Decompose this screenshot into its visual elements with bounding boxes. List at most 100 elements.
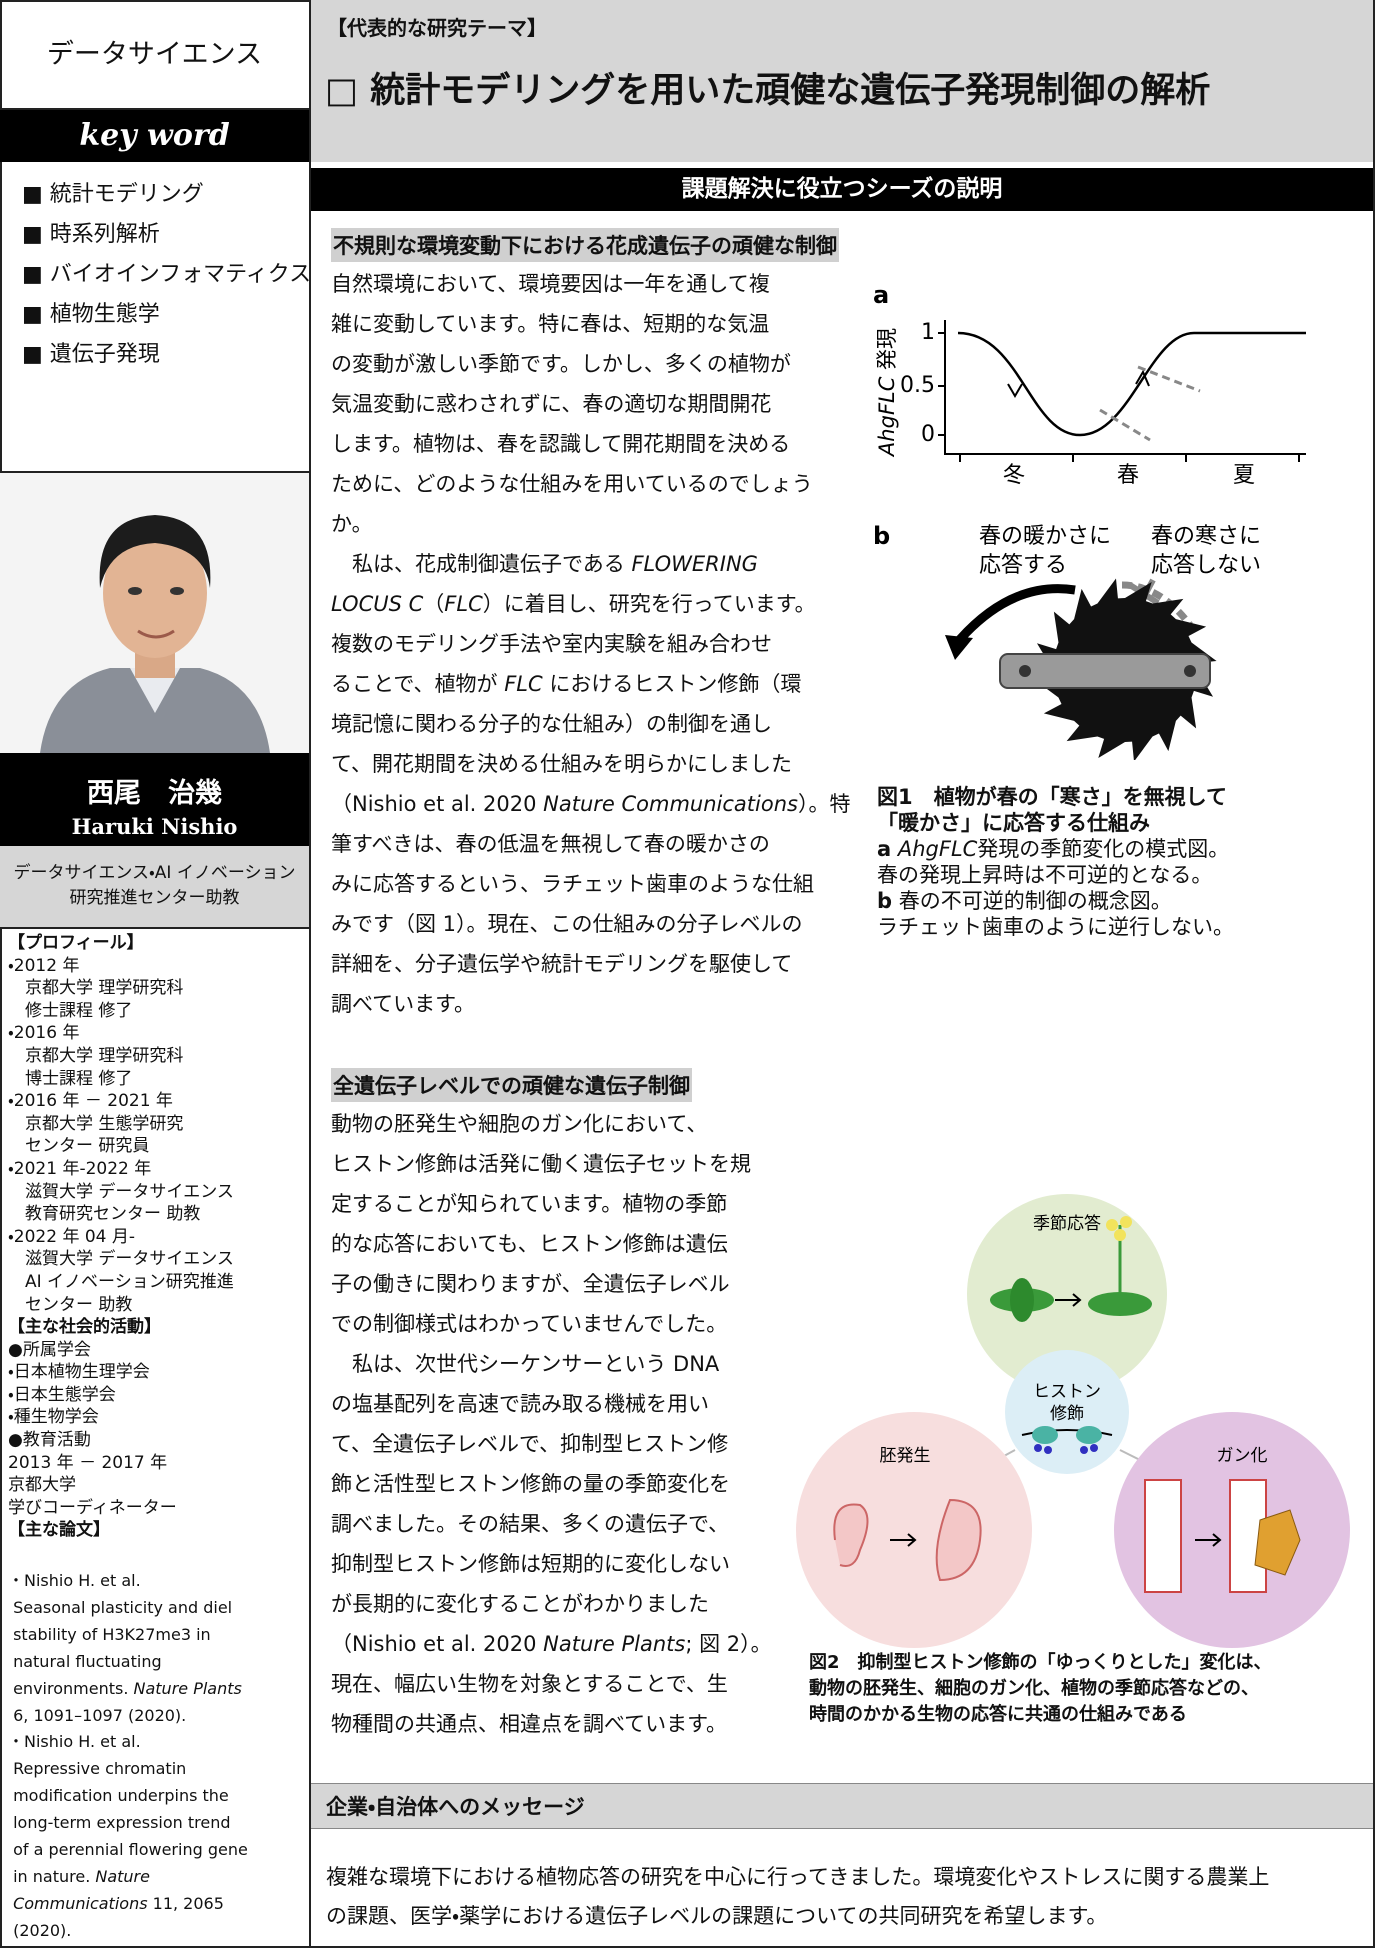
text-line: みに応答するという、ラチェット歯車のような仕組 <box>331 864 850 904</box>
text-line: 自然環境において、環境要因は一年を通して複 <box>331 264 850 304</box>
seasonal-label: 季節応答 <box>1033 1213 1101 1234</box>
text-line: ●教育活動 <box>8 1429 234 1452</box>
text-line: 調べています。 <box>331 984 850 1024</box>
text-line: 時間のかかる生物の応答に共通の仕組みである <box>809 1702 1272 1728</box>
y-title-part: 発現 <box>875 328 899 377</box>
y-tick-label: 0.5 <box>900 373 935 398</box>
text-span: 図1 植物が春の「寒さ」を無視して <box>877 785 1227 809</box>
text-line: ・2016 年 － 2021 年 <box>8 1090 234 1113</box>
keyword: ■ 植物生態学 <box>22 295 311 335</box>
text-span: a <box>877 837 891 861</box>
text-span: ることで、植物が <box>331 672 504 696</box>
keyword: ■ 時系列解析 <box>22 215 311 255</box>
portrait-photo <box>0 473 309 753</box>
text-span: ）に着目し、研究を行っています。 <box>483 592 816 616</box>
text-line: AI イノベーション研究推進 <box>8 1271 234 1294</box>
embryo-label: 胚発生 <box>880 1446 931 1466</box>
text-span: 【主な社会的活動】 <box>8 1317 161 1337</box>
text-span: FLC <box>444 592 482 616</box>
text-line: 【主な社会的活動】 <box>8 1316 234 1339</box>
seeds-bar: 課題解決に役立つシーズの説明 <box>311 168 1373 211</box>
text-line: 私は、次世代シーケンサーという DNA <box>331 1344 772 1384</box>
text-span: 11, 2065 <box>148 1894 224 1913</box>
text-line: 私は、花成制御遺伝子である FLOWERING <box>331 544 850 584</box>
rule <box>0 927 309 929</box>
page: Research seeds { "header": {"label": "【代… <box>0 0 1381 1952</box>
text-line: ヒストン修飾は活発に働く遺伝子セットを規 <box>331 1144 772 1184</box>
text-line: ・日本生態学会 <box>8 1384 234 1407</box>
keyword: ■ 遺伝子発現 <box>22 335 311 375</box>
ratchet-pin <box>1184 665 1196 677</box>
text-line: ることで、植物が FLC におけるヒストン修飾（環 <box>331 664 850 704</box>
text-line: センター 研究員 <box>8 1135 234 1158</box>
y-axis-title: AhgFLC 発現 <box>875 328 899 458</box>
position-line: データサイエンス・AI イノベーション <box>0 861 309 886</box>
text-line: 動物の胚発生や細胞のガン化において、 <box>331 1104 772 1144</box>
field-title: データサイエンス <box>0 0 309 110</box>
panel-b-label: 春の暖かさに <box>979 524 1111 549</box>
text-line: a AhgFLC発現の季節変化の模式図。 <box>877 836 1234 862</box>
text-span: 春の不可逆的制御の概念図。 <box>892 889 1172 913</box>
text-line: 【プロフィール】 <box>8 932 234 955</box>
text-line: の変動が激しい季節です。しかし、多くの植物が <box>331 344 850 384</box>
figure-1: a AhgFLC 発現 1 0.5 0 冬 春 夏 b 春の暖かさに 応答する … <box>860 280 1370 760</box>
text-line: ラチェット歯車のように逆行しない。 <box>877 914 1234 940</box>
y-tick-label: 1 <box>921 320 935 345</box>
panel-b-label: 応答しない <box>1151 553 1261 578</box>
text-line: 雑に変動しています。特に春は、短期的な気温 <box>331 304 850 344</box>
text-line: か。 <box>331 504 850 544</box>
text-line: 定することが知られています。植物の季節 <box>331 1184 772 1224</box>
text-line: Seasonal plasticity and diel <box>8 1595 248 1622</box>
dashed-arrows <box>1100 367 1200 440</box>
text-line: ●所属学会 <box>8 1339 234 1362</box>
text-span: in nature. <box>8 1867 95 1886</box>
panel-label: a <box>873 281 889 309</box>
text-line: ・2012 年 <box>8 955 234 978</box>
text-line: in nature. Nature <box>8 1864 248 1891</box>
ratchet-pin <box>1019 665 1031 677</box>
text-line: 【主な論文】 <box>8 1519 234 1542</box>
text-line: 図1 植物が春の「寒さ」を無視して <box>877 784 1234 810</box>
keyword: ■ バイオインフォマティクス <box>22 255 311 295</box>
text-line: ために、どのような仕組みを用いているのでしょう <box>331 464 850 504</box>
ratchet-arrowhead <box>945 635 973 660</box>
text-line: natural fluctuating <box>8 1649 248 1676</box>
text-line: て、全遺伝子レベルで、抑制型ヒストン修 <box>331 1424 772 1464</box>
text-line: 博士課程 修了 <box>8 1068 234 1091</box>
text-line: 物種間の共通点、相違点を調べています。 <box>331 1704 772 1744</box>
figure-2-caption: 図2 抑制型ヒストン修飾の「ゆっくりとした」変化は、動物の胚発生、細胞のガン化、… <box>809 1650 1272 1728</box>
keyword: ■ 統計モデリング <box>22 175 311 215</box>
text-span: Nature Plants <box>543 1632 685 1656</box>
text-line: 抑制型ヒストン修飾は短期的に変化しない <box>331 1544 772 1584</box>
text-line: LOCUS C（FLC）に着目し、研究を行っています。 <box>331 584 850 624</box>
page-body: データサイエンス key word ■ 統計モデリング ■ 時系列解析 ■ バイ… <box>0 0 1381 1952</box>
text-line: （Nishio et al. 2020 Nature Communication… <box>331 784 850 824</box>
name-en: Haruki Nishio <box>0 814 309 839</box>
text-line: 図2 抑制型ヒストン修飾の「ゆっくりとした」変化は、 <box>809 1650 1272 1676</box>
panel-label: b <box>873 522 890 550</box>
profile: 【プロフィール】・2012 年 京都大学 理学研究科 修士課程 修了・2016 … <box>8 932 234 1542</box>
text-line: て、開花期間を決める仕組みを明らかにしました <box>331 744 850 784</box>
text-line: long-term expression trend <box>8 1810 248 1837</box>
text-line: 滋賀大学 データサイエンス <box>8 1248 234 1271</box>
text-line: （Nishio et al. 2020 Nature Plants; 図 2）。 <box>331 1624 772 1664</box>
text-span: （Nishio et al. 2020 <box>331 1632 543 1656</box>
text-line: 動物の胚発生、細胞のガン化、植物の季節応答などの、 <box>809 1676 1272 1702</box>
y-tick-label: 0 <box>921 422 935 447</box>
text-span: におけるヒストン修飾（環 <box>543 672 802 696</box>
x-tick-label: 春 <box>1117 463 1139 488</box>
keyword-list: ■ 統計モデリング ■ 時系列解析 ■ バイオインフォマティクス ■ 植物生態学… <box>22 175 311 375</box>
text-span: b <box>877 889 892 913</box>
keyword-title: key word <box>0 110 309 162</box>
header-label: 【代表的な研究テーマ】 <box>327 12 547 41</box>
position-line: 研究推進センター助教 <box>0 886 309 911</box>
section-heading: 不規則な環境変動下における花成遺伝子の頑健な制御 <box>331 228 839 262</box>
text-line: 教育研究センター 助教 <box>8 1203 234 1226</box>
text-line: 調べました。その結果、多くの遺伝子で、 <box>331 1504 772 1544</box>
text-line: 学びコーディネーター <box>8 1497 234 1520</box>
name-block: 西尾 治幾 Haruki Nishio <box>0 753 309 846</box>
text-line: (2020). <box>8 1918 248 1945</box>
text-span: LOCUS C <box>331 592 423 616</box>
text-line: modification underpins the <box>8 1783 248 1810</box>
text-line: 京都大学 生態学研究 <box>8 1113 234 1136</box>
